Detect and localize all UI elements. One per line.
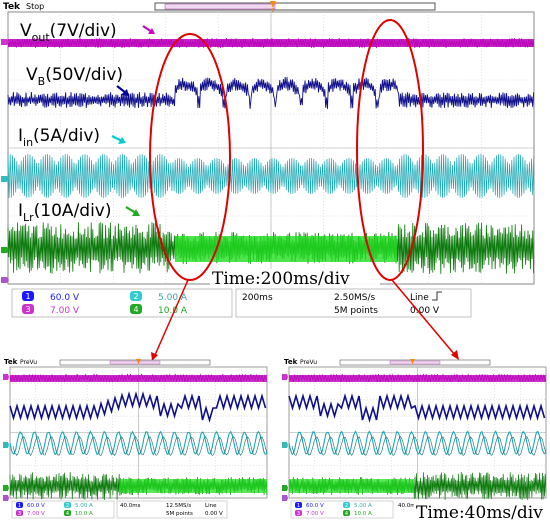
svg-text:2: 2 bbox=[345, 503, 348, 509]
rising-edge-icon bbox=[432, 291, 442, 301]
iin-label: Iin(5A/div) bbox=[18, 126, 100, 149]
label-arrows bbox=[111, 25, 155, 216]
channel-markers bbox=[1, 39, 9, 283]
ch2-ground-marker[interactable] bbox=[1, 176, 9, 182]
ilr-label: ILr(10A/div) bbox=[18, 201, 112, 224]
svg-text:7.00 V: 7.00 V bbox=[306, 511, 324, 517]
trigger-position-icon[interactable] bbox=[270, 1, 276, 8]
svg-text:1: 1 bbox=[18, 503, 21, 509]
svg-text:7.00 V: 7.00 V bbox=[27, 511, 45, 517]
svg-text:0.00 V: 0.00 V bbox=[205, 511, 223, 517]
svg-text:3: 3 bbox=[18, 511, 21, 517]
record-view-window[interactable] bbox=[164, 3, 276, 10]
iin-trace bbox=[7, 153, 535, 199]
highlight-ellipse-left bbox=[149, 33, 231, 281]
zoom-iin-trace-2 bbox=[291, 436, 547, 457]
zoom-vout-trace bbox=[288, 373, 546, 383]
ch1-scale: 60.0 V bbox=[50, 293, 80, 303]
ch1-ground-marker[interactable] bbox=[1, 277, 9, 283]
svg-text:4: 4 bbox=[345, 511, 348, 517]
svg-text:2: 2 bbox=[66, 503, 69, 509]
zoom-scope-right: Tek PreVu 1 60.0 V 3 7.00 V 2 5.00 A 4 1… bbox=[282, 358, 550, 525]
brand-logo: Tek bbox=[3, 2, 21, 12]
zoom-vout-trace bbox=[9, 373, 267, 383]
svg-text:10.0 A: 10.0 A bbox=[75, 511, 93, 517]
svg-text:4: 4 bbox=[66, 511, 69, 517]
svg-text:3: 3 bbox=[25, 305, 30, 314]
sample-rate-readout: 2.50MS/s bbox=[334, 293, 376, 303]
svg-text:3: 3 bbox=[297, 511, 300, 517]
zoom-arrow-left-icon bbox=[154, 279, 189, 356]
vout-label: Vout(7V/div) bbox=[20, 21, 117, 44]
svg-text:40.0ms: 40.0ms bbox=[120, 503, 141, 509]
ch4-scale: 10.0 A bbox=[158, 306, 188, 316]
ch1-badge[interactable] bbox=[22, 291, 34, 301]
ch4-ground-marker[interactable] bbox=[1, 247, 9, 253]
zoom-left-brand: Tek bbox=[4, 358, 18, 366]
svg-text:Line: Line bbox=[205, 503, 217, 509]
trigger-level-readout: 0.00 V bbox=[410, 306, 440, 316]
ilr-bright-region bbox=[175, 236, 397, 262]
zoom-iin-trace-2 bbox=[12, 435, 268, 457]
svg-text:12.5MS/s: 12.5MS/s bbox=[166, 503, 191, 509]
zoom-right-run-state: PreVu bbox=[300, 359, 317, 366]
zoom-right-readout: 1 60.0 V 3 7.00 V 2 5.00 A 4 10.0 A 40.0… bbox=[289, 500, 419, 520]
highlight-ellipse-right bbox=[356, 19, 424, 281]
ch4-badge[interactable] bbox=[130, 304, 142, 314]
zoom-iin-trace bbox=[9, 430, 268, 456]
trigger-mode-readout: Line bbox=[410, 293, 429, 303]
timebase-readout: 200ms bbox=[242, 293, 273, 303]
ch3-badge[interactable] bbox=[22, 304, 34, 314]
svg-text:2: 2 bbox=[133, 292, 138, 301]
zoom-left-run-state: PreVu bbox=[20, 359, 37, 366]
svg-text:4: 4 bbox=[133, 305, 138, 314]
svg-text:40.0ms: 40.0ms bbox=[398, 503, 419, 509]
zoom-left-readout: 1 60.0 V 3 7.00 V 2 5.00 A 4 10.0 A 40.0… bbox=[10, 500, 267, 520]
vb-label: VB(50V/div) bbox=[26, 65, 123, 88]
zoom-arrows bbox=[151, 279, 459, 361]
run-state: Stop bbox=[26, 2, 44, 11]
zoom-right-brand: Tek bbox=[284, 358, 298, 366]
main-scope: Tek Stop Vout(7V/div) VB(50V/div) I bbox=[1, 1, 535, 320]
svg-text:5.00 A: 5.00 A bbox=[75, 503, 93, 509]
vout-trace bbox=[7, 38, 534, 49]
svg-text:60.0 V: 60.0 V bbox=[306, 503, 324, 509]
record-position-bar[interactable] bbox=[154, 2, 436, 11]
svg-text:60.0 V: 60.0 V bbox=[27, 503, 45, 509]
zoom-vb-trace bbox=[288, 393, 546, 423]
zoom-scope-left: Tek PreVu 1 60.0 V 3 7.00 V 2 5.00 A 4 1… bbox=[3, 358, 268, 520]
main-time-label: Time:200ms/div bbox=[212, 269, 350, 289]
main-readout-bar: 1 60.0 V 3 7.00 V 2 5.00 A 4 10.0 A 200m… bbox=[8, 286, 534, 320]
ch3-scale: 7.00 V bbox=[50, 306, 80, 316]
svg-text:5M points: 5M points bbox=[166, 511, 193, 517]
svg-text:10.0 A: 10.0 A bbox=[354, 511, 372, 517]
ch2-badge[interactable] bbox=[130, 291, 142, 301]
main-waveforms bbox=[7, 38, 535, 274]
zoom-iin-trace bbox=[288, 430, 547, 456]
zoom-arrow-right-icon bbox=[391, 279, 456, 356]
ch2-scale: 5.00 A bbox=[158, 293, 188, 303]
zoom-time-label: Time:40ms/div bbox=[416, 503, 543, 523]
record-length-readout: 5M points bbox=[334, 306, 378, 316]
svg-text:1: 1 bbox=[25, 292, 30, 301]
zoom-vb-trace bbox=[9, 391, 267, 423]
svg-text:5.00 A: 5.00 A bbox=[354, 503, 372, 509]
vb-trace bbox=[7, 77, 535, 109]
ch3-ground-marker[interactable] bbox=[1, 39, 9, 45]
svg-text:1: 1 bbox=[297, 503, 300, 509]
